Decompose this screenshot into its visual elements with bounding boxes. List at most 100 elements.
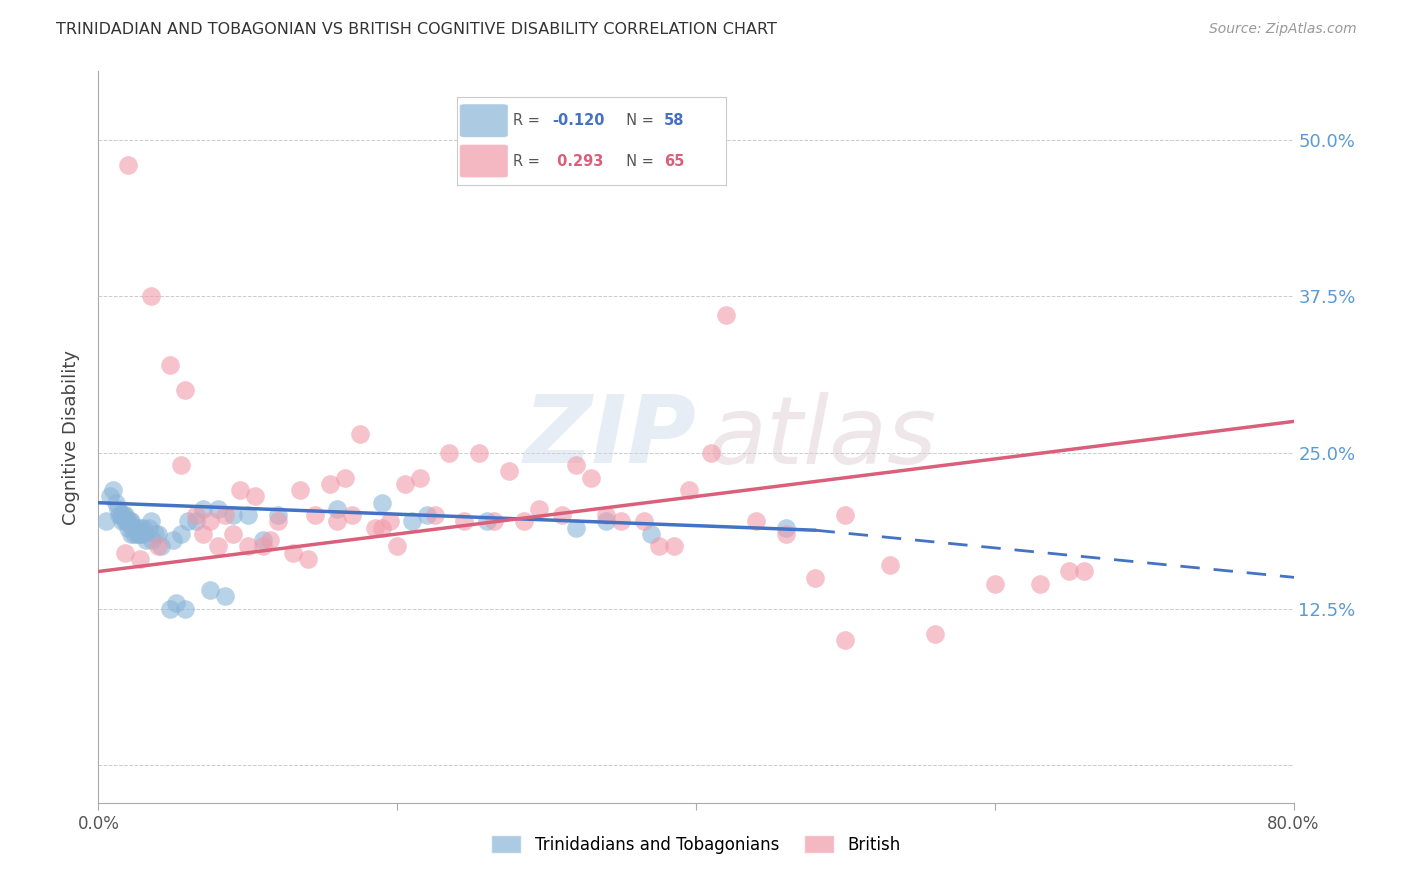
Point: [595, 508, 617, 523]
Point: [423, 508, 446, 523]
Point: [595, 515, 617, 529]
Point: [416, 508, 439, 523]
Point: [745, 515, 768, 529]
Point: [111, 515, 134, 529]
Point: [834, 508, 856, 523]
Point: [174, 602, 197, 616]
Point: [364, 521, 387, 535]
Point: [138, 521, 160, 535]
Text: R =: R =: [513, 113, 546, 128]
Point: [114, 546, 136, 560]
Point: [378, 515, 401, 529]
Point: [984, 577, 1007, 591]
Point: [610, 515, 633, 529]
Point: [319, 477, 342, 491]
Point: [169, 458, 191, 473]
Y-axis label: Cognitive Disability: Cognitive Disability: [62, 350, 80, 524]
Point: [159, 358, 181, 372]
Point: [184, 515, 207, 529]
Point: [678, 483, 700, 498]
Point: [139, 515, 162, 529]
Point: [120, 515, 142, 529]
Point: [647, 540, 669, 554]
Point: [565, 521, 588, 535]
Text: -0.120: -0.120: [553, 113, 605, 128]
Point: [114, 515, 136, 529]
Point: [150, 540, 173, 554]
Point: [191, 502, 214, 516]
Point: [439, 446, 461, 460]
Text: 65: 65: [664, 153, 685, 169]
Text: N =: N =: [617, 113, 658, 128]
Point: [662, 540, 685, 554]
Point: [105, 496, 128, 510]
Point: [214, 508, 236, 523]
Legend: Trinidadians and Tobagonians, British: Trinidadians and Tobagonians, British: [485, 829, 907, 860]
Point: [1073, 565, 1095, 579]
Point: [115, 515, 138, 529]
Point: [110, 508, 132, 523]
Point: [1028, 577, 1050, 591]
Point: [484, 515, 506, 529]
Point: [120, 527, 142, 541]
Point: [267, 515, 290, 529]
Point: [112, 508, 135, 523]
Point: [297, 552, 319, 566]
Point: [129, 527, 152, 541]
Point: [98, 490, 122, 504]
Point: [1059, 565, 1081, 579]
Point: [775, 521, 797, 535]
Point: [408, 471, 430, 485]
Point: [550, 508, 572, 523]
Point: [281, 546, 304, 560]
Point: [132, 527, 155, 541]
Point: [214, 590, 236, 604]
Point: [141, 533, 163, 548]
Point: [326, 515, 349, 529]
Point: [94, 515, 117, 529]
Point: [117, 521, 139, 535]
Point: [236, 508, 259, 523]
Point: [139, 289, 162, 303]
Text: 58: 58: [664, 113, 685, 128]
Point: [222, 508, 245, 523]
Point: [114, 508, 136, 523]
Point: [174, 383, 197, 397]
Point: [207, 540, 229, 554]
Point: [111, 508, 134, 523]
Point: [135, 533, 157, 548]
Text: TRINIDADIAN AND TOBAGONIAN VS BRITISH COGNITIVE DISABILITY CORRELATION CHART: TRINIDADIAN AND TOBAGONIAN VS BRITISH CO…: [56, 22, 778, 37]
Point: [127, 527, 149, 541]
Point: [252, 533, 274, 548]
Point: [103, 483, 125, 498]
Point: [267, 508, 290, 523]
Point: [371, 521, 394, 535]
Point: [513, 515, 536, 529]
Text: ZIP: ZIP: [523, 391, 696, 483]
Point: [121, 521, 143, 535]
Point: [565, 458, 588, 473]
Point: [834, 633, 856, 648]
Point: [252, 540, 274, 554]
Point: [700, 446, 723, 460]
Point: [245, 490, 267, 504]
Text: Source: ZipAtlas.com: Source: ZipAtlas.com: [1209, 22, 1357, 37]
Point: [129, 521, 152, 535]
Point: [401, 515, 423, 529]
Point: [162, 533, 184, 548]
Text: atlas: atlas: [709, 392, 936, 483]
Point: [184, 508, 207, 523]
Point: [200, 515, 222, 529]
Point: [581, 471, 603, 485]
Point: [129, 552, 152, 566]
Point: [229, 483, 252, 498]
Point: [288, 483, 311, 498]
Point: [222, 527, 245, 541]
Point: [200, 583, 222, 598]
Point: [468, 446, 491, 460]
Point: [371, 496, 394, 510]
Point: [117, 158, 139, 172]
Point: [159, 602, 181, 616]
Point: [640, 527, 662, 541]
Point: [326, 502, 349, 516]
